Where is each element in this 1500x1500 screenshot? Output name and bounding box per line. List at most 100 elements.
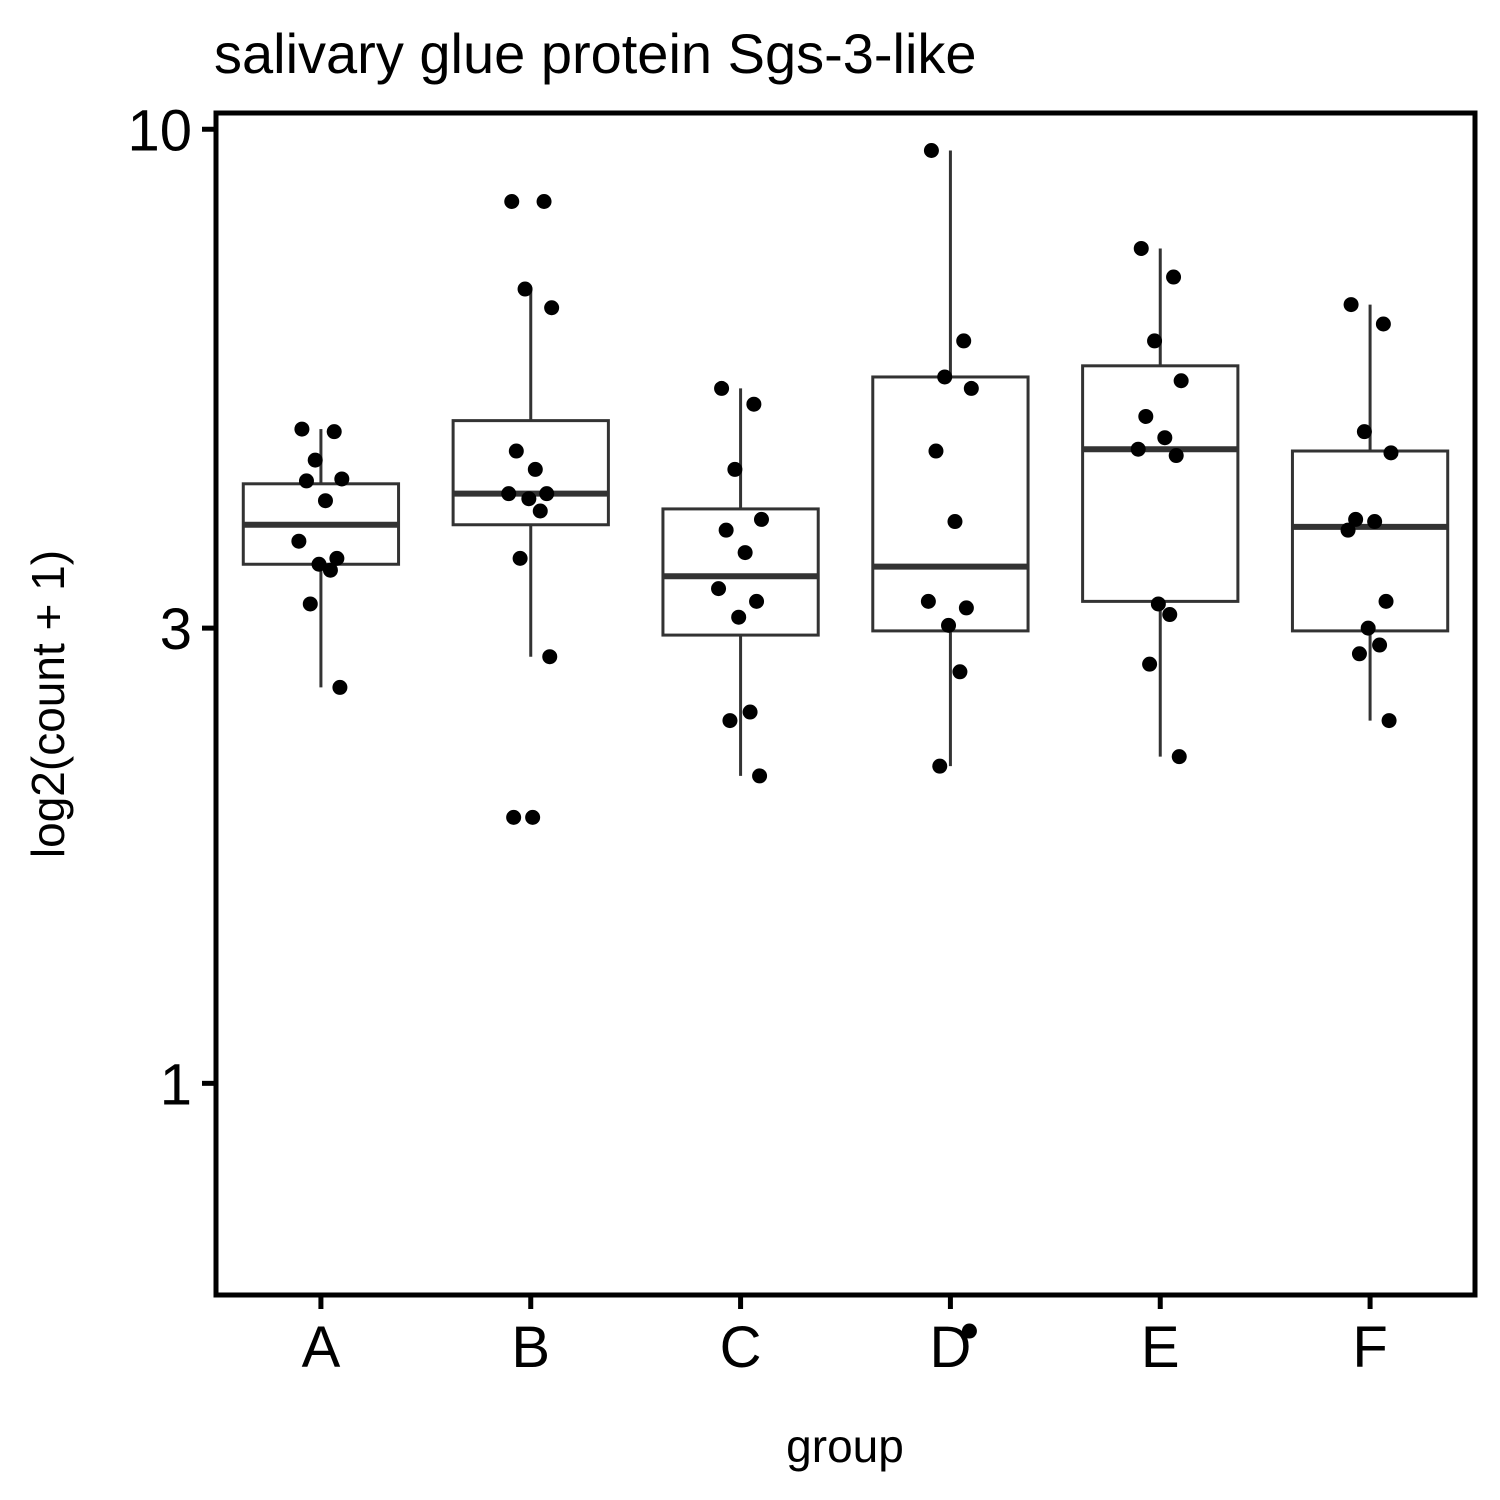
data-point <box>508 443 524 459</box>
data-point <box>746 396 762 412</box>
data-point <box>1171 749 1187 765</box>
x-axis-label: group <box>786 1420 904 1472</box>
data-point <box>542 649 558 665</box>
data-point <box>329 550 345 566</box>
data-point <box>512 550 528 566</box>
data-point <box>334 471 350 487</box>
points-C <box>711 380 769 784</box>
data-point <box>711 581 727 597</box>
data-point <box>322 562 338 578</box>
data-point <box>1356 424 1372 440</box>
x-tick-label: B <box>511 1315 550 1380</box>
data-point <box>1138 408 1154 424</box>
data-point <box>752 768 768 784</box>
data-point <box>923 143 939 159</box>
data-point <box>714 380 730 396</box>
data-point <box>532 503 548 519</box>
x-tick-label: E <box>1141 1315 1180 1380</box>
data-point <box>1168 448 1184 464</box>
data-point <box>742 704 758 720</box>
box-F <box>1290 304 1450 721</box>
points-E <box>1130 240 1189 765</box>
data-point <box>731 609 747 625</box>
data-point <box>1133 240 1149 256</box>
box-iqr <box>1081 364 1240 603</box>
data-point <box>294 421 310 437</box>
data-point <box>1381 713 1397 729</box>
x-tick-label: F <box>1352 1315 1387 1380</box>
data-point <box>1142 656 1158 672</box>
y-tick-label: 3 <box>160 597 192 662</box>
data-point <box>504 193 520 209</box>
data-point <box>956 333 972 349</box>
data-point <box>737 545 753 561</box>
box-E <box>1081 248 1240 757</box>
data-point <box>1348 511 1364 527</box>
data-point <box>1150 596 1166 612</box>
data-point <box>521 491 537 507</box>
data-point <box>298 473 314 489</box>
data-point <box>291 533 307 549</box>
x-tick-label: D <box>929 1315 971 1380</box>
data-point <box>753 511 769 527</box>
data-point <box>332 679 348 695</box>
y-axis-label: log2(count + 1) <box>22 550 74 858</box>
chart-title: salivary glue protein Sgs-3-like <box>214 22 977 85</box>
plot-frame <box>213 110 1478 1298</box>
points-F <box>1340 297 1399 729</box>
data-point <box>1351 646 1367 662</box>
data-point <box>1166 269 1182 285</box>
box-D <box>871 150 1030 767</box>
x-tick-label: C <box>720 1315 762 1380</box>
data-point <box>1383 445 1399 461</box>
box-C <box>661 388 820 776</box>
data-point <box>1375 316 1391 332</box>
data-point <box>539 486 555 502</box>
points-B <box>501 193 560 825</box>
data-point <box>544 300 560 316</box>
data-point <box>311 556 327 572</box>
data-point <box>1372 637 1388 653</box>
data-point <box>1340 522 1356 538</box>
data-point <box>1343 297 1359 313</box>
data-point <box>1157 430 1173 446</box>
data-point <box>749 593 765 609</box>
data-point <box>1147 333 1163 349</box>
data-point <box>1130 441 1146 457</box>
data-point <box>326 424 342 440</box>
data-point <box>527 461 543 477</box>
data-point <box>1360 620 1376 636</box>
data-point <box>963 380 979 396</box>
data-point <box>718 522 734 538</box>
data-point <box>920 593 936 609</box>
data-point <box>722 713 738 729</box>
data-point <box>501 486 517 502</box>
data-point <box>1162 607 1178 623</box>
data-point <box>958 600 974 616</box>
data-point <box>937 369 953 385</box>
data-point <box>1173 373 1189 389</box>
data-point <box>525 809 541 825</box>
points-A <box>291 421 350 695</box>
box-iqr <box>1290 449 1450 633</box>
box-B <box>451 289 610 657</box>
y-tick-label: 10 <box>127 98 192 163</box>
data-point <box>1367 514 1383 530</box>
points-D <box>920 143 979 1339</box>
data-point <box>307 452 323 468</box>
data-point <box>317 493 333 509</box>
data-point <box>947 514 963 530</box>
data-point <box>727 461 743 477</box>
axes: 1 3 10 A B C D E F <box>127 98 1387 1380</box>
data-point <box>506 809 522 825</box>
data-point <box>536 193 552 209</box>
data-point <box>928 443 944 459</box>
data-point <box>1378 593 1394 609</box>
plot-marks <box>241 143 1450 1339</box>
x-tick-label: A <box>302 1315 341 1380</box>
data-point <box>517 281 533 297</box>
data-point <box>932 758 948 774</box>
box-iqr <box>871 375 1030 633</box>
